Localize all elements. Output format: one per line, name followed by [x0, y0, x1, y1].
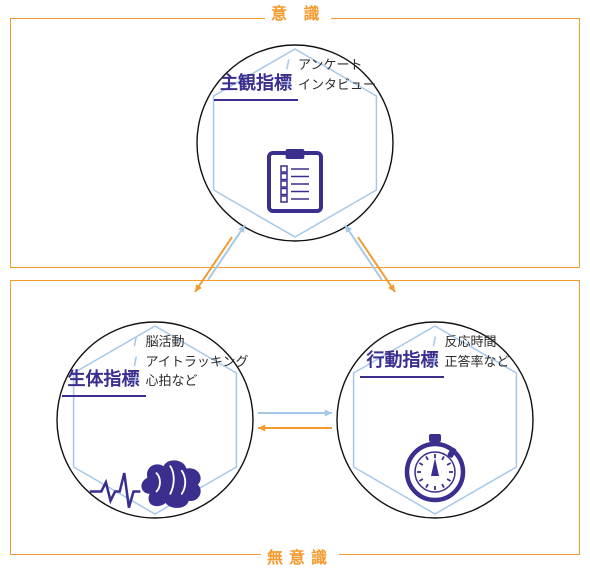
arrow [258, 425, 332, 432]
arrow [258, 410, 332, 417]
node-item: 反応時間 [444, 332, 509, 352]
node-text-top: 主観指標アンケートインタビュー [197, 45, 393, 101]
node-text-left: 生体指標脳活動アイトラッキング心拍など [57, 322, 253, 397]
node-items-left: 脳活動アイトラッキング心拍など [146, 332, 249, 391]
node-item: 心拍など [146, 371, 249, 391]
arrow [345, 225, 382, 280]
node-item: アイトラッキング [146, 352, 249, 372]
node-item: アンケート [298, 55, 376, 75]
diagram-root: 意 識無意識主観指標アンケートインタビュー生体指標脳活動アイトラッキング心拍など… [0, 0, 590, 565]
node-items-top: アンケートインタビュー [298, 55, 376, 94]
node-items-right: 反応時間正答率など [444, 332, 509, 371]
node-item: 正答率など [444, 352, 509, 372]
node-text-right: 行動指標反応時間正答率など [337, 322, 533, 378]
node-item: インタビュー [298, 75, 376, 95]
arrow [208, 225, 245, 280]
arrow [195, 237, 232, 292]
arrow [358, 237, 395, 292]
node-item: 脳活動 [146, 332, 249, 352]
